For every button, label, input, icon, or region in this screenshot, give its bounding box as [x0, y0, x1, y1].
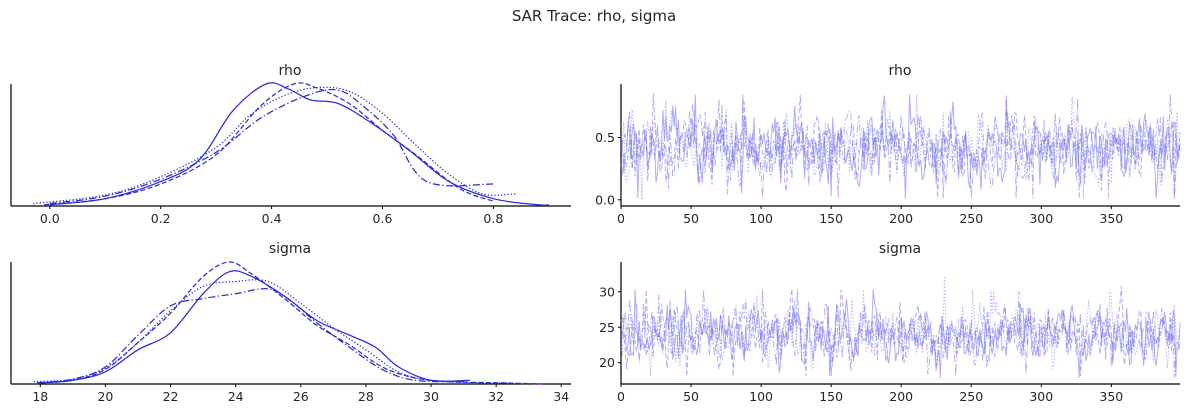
- rho-kde-series-dotted: [33, 86, 516, 205]
- rho-trace-xtick-label: 100: [749, 211, 773, 226]
- sigma-kde-xtick-label: 22: [163, 389, 179, 404]
- sigma-trace-panel: sigma 0 50 100 150 200 250 300 350 20 25 30: [599, 241, 1181, 404]
- rho-trace-chain-dashdot: [620, 94, 1181, 199]
- sigma-trace-chain-dashed: [620, 285, 1181, 377]
- sigma-kde-xtick-label: 18: [32, 389, 48, 404]
- rho-trace-xtick-label: 350: [1099, 211, 1123, 226]
- figure-title: SAR Trace: rho, sigma: [512, 7, 676, 25]
- sigma-trace-title: sigma: [879, 241, 921, 257]
- sigma-kde-panel: sigma 18 20 22 24 26 28 30 32 34: [10, 241, 571, 404]
- rho-kde-xtick-label: 0.4: [262, 211, 282, 226]
- sigma-kde-series-dashdot: [36, 287, 464, 384]
- sigma-trace-xtick-label: 200: [889, 389, 913, 404]
- sigma-trace-xtick-label: 250: [959, 389, 983, 404]
- rho-trace-ytick-label: 0.0: [595, 192, 615, 207]
- sigma-trace-chain-solid: [620, 289, 1181, 378]
- rho-kde-series-dashed: [44, 82, 494, 206]
- sigma-kde-xtick-label: 32: [488, 389, 504, 404]
- rho-kde-xtick-label: 0.6: [373, 211, 393, 226]
- rho-kde-series-solid: [49, 82, 549, 206]
- sigma-trace-xtick-label: 150: [819, 389, 843, 404]
- sigma-kde-xtick-label: 26: [293, 389, 309, 404]
- sigma-trace-xtick-label: 50: [683, 389, 699, 404]
- rho-kde-title: rho: [279, 63, 302, 79]
- sigma-kde-xtick-label: 20: [97, 389, 113, 404]
- rho-trace-xtick-label: 0: [617, 211, 625, 226]
- sigma-trace-xtick-label: 300: [1029, 389, 1053, 404]
- rho-trace-panel: rho 0 50 100 150 200 250 300 350 0.0 0.5: [595, 63, 1181, 226]
- sigma-kde-xtick-label: 28: [358, 389, 374, 404]
- rho-trace-chain-dotted: [620, 94, 1181, 200]
- rho-kde-series-dashdot: [49, 88, 494, 205]
- sigma-trace-xtick-label: 350: [1099, 389, 1123, 404]
- sigma-kde-xtick-label: 30: [423, 389, 439, 404]
- sigma-kde-xtick-label: 34: [553, 389, 569, 404]
- sigma-trace-chain-dashdot: [620, 289, 1181, 378]
- sigma-trace-ytick-label: 30: [599, 284, 615, 299]
- rho-trace-xtick-label: 300: [1029, 211, 1053, 226]
- rho-trace-chain-dashed: [620, 93, 1181, 199]
- rho-trace-xtick-label: 50: [683, 211, 699, 226]
- sigma-trace-xtick-label: 100: [749, 389, 773, 404]
- sigma-kde-series-solid: [40, 270, 471, 384]
- sigma-kde-series-dotted: [33, 279, 513, 384]
- rho-trace-chain-solid: [620, 94, 1181, 199]
- sigma-kde-title: sigma: [269, 241, 311, 257]
- sigma-trace-ytick-label: 25: [599, 320, 615, 335]
- rho-kde-xtick-label: 0.0: [40, 211, 60, 226]
- sigma-trace-ytick-label: 20: [599, 355, 615, 370]
- rho-trace-xtick-label: 250: [959, 211, 983, 226]
- rho-kde-panel: rho 0.0 0.2 0.4 0.6 0.8: [10, 63, 571, 226]
- sigma-trace-chain-dotted: [620, 275, 1181, 377]
- rho-trace-xtick-label: 200: [889, 211, 913, 226]
- rho-trace-ytick-label: 0.5: [595, 130, 615, 145]
- rho-kde-xtick-label: 0.2: [151, 211, 171, 226]
- rho-trace-xtick-label: 150: [819, 211, 843, 226]
- sigma-trace-xtick-label: 0: [617, 389, 625, 404]
- rho-kde-xtick-label: 0.8: [483, 211, 503, 226]
- rho-trace-title: rho: [889, 63, 912, 79]
- sigma-kde-xtick-label: 24: [228, 389, 244, 404]
